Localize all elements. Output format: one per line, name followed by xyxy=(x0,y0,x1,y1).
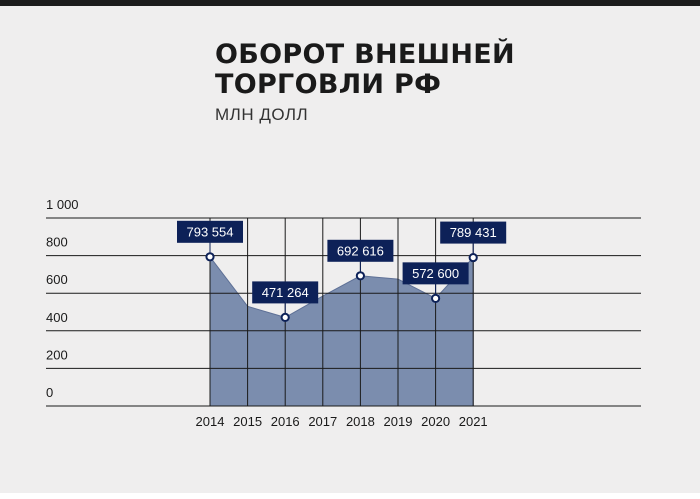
data-point-marker xyxy=(280,312,290,323)
data-label: 692 616 xyxy=(337,243,384,258)
chart-title-line-2: ТОРГОВЛИ РФ xyxy=(215,69,442,100)
data-label-box xyxy=(177,220,243,243)
data-point-marker xyxy=(468,252,478,263)
data-label: 572 600 xyxy=(412,266,459,281)
data-label: 471 264 xyxy=(262,285,309,300)
chart-subtitle-units: МЛН ДОЛЛ xyxy=(215,105,309,124)
chart-title-line-1: ОБОРОТ ВНЕШНЕЙ xyxy=(215,39,515,70)
y-tick-label: 0 xyxy=(46,385,53,400)
data-label-box xyxy=(327,239,394,262)
y-tick-label: 1 000 xyxy=(46,197,79,212)
data-point-marker xyxy=(205,252,215,262)
y-tick-label: 800 xyxy=(46,235,68,250)
x-tick-label: 2017 xyxy=(308,414,337,429)
data-label: 789 431 xyxy=(450,225,497,240)
data-label: 793 554 xyxy=(187,224,234,239)
data-point-marker xyxy=(355,271,365,281)
x-tick-label: 2015 xyxy=(233,414,262,429)
data-label-box xyxy=(252,281,319,304)
x-tick-label: 2018 xyxy=(346,414,375,429)
x-tick-label: 2020 xyxy=(421,414,450,429)
data-label-box xyxy=(440,221,507,244)
y-tick-label: 400 xyxy=(46,310,68,325)
data-point-marker xyxy=(431,293,441,303)
data-label-box xyxy=(402,262,469,285)
x-tick-label: 2019 xyxy=(384,414,413,429)
chart-title: ОБОРОТ ВНЕШНЕЙ ТОРГОВЛИ РФ xyxy=(215,40,515,100)
x-tick-label: 2021 xyxy=(459,414,488,429)
y-tick-label: 600 xyxy=(46,272,68,287)
area-chart: 0 200 400 600 800 1 000 2014 2015 2016 2017 2018 20… xyxy=(46,197,641,429)
x-tick-label: 2014 xyxy=(196,414,225,429)
y-tick-label: 200 xyxy=(46,347,68,362)
x-tick-label: 2016 xyxy=(271,414,300,429)
